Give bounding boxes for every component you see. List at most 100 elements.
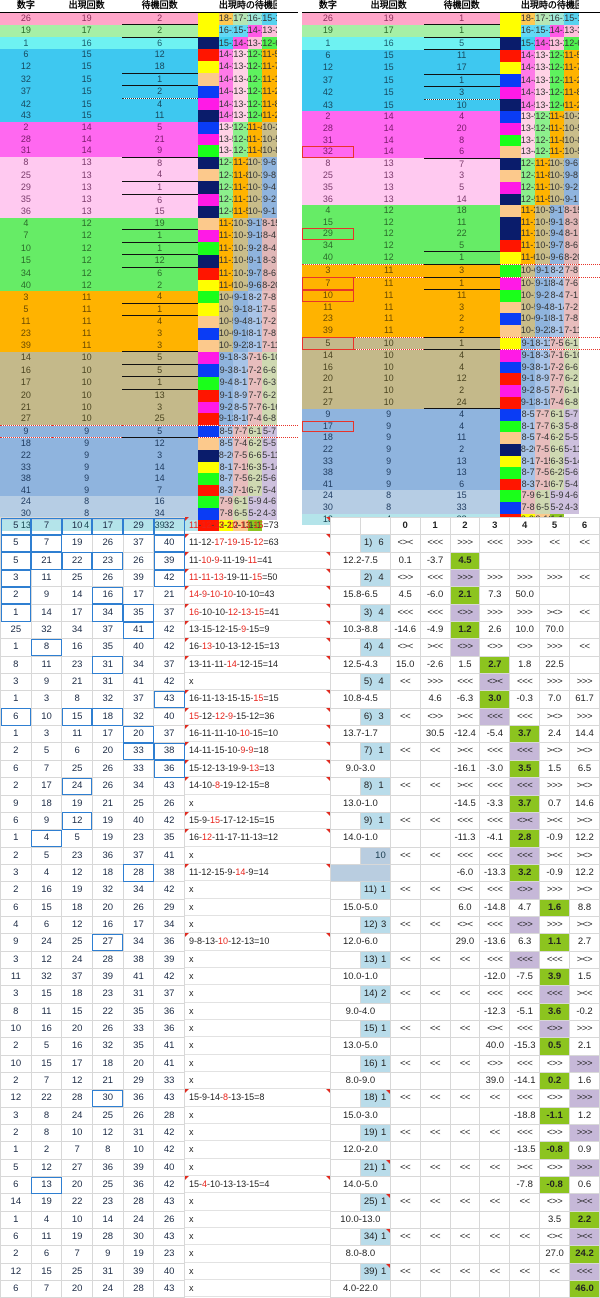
draw-number-cell[interactable]: 33 (122, 1019, 155, 1039)
draw-number-cell[interactable]: 35 (91, 638, 124, 657)
analysis-group-label[interactable]: 19) 1 (359, 1124, 391, 1143)
stat-number[interactable]: 1 (0, 37, 52, 50)
draw-number-cell[interactable]: 9 (30, 673, 63, 692)
draw-number-cell[interactable]: 21 (91, 794, 124, 813)
draw-number-cell[interactable]: 5 (61, 829, 93, 848)
analysis-group-label[interactable]: 18) 1 (359, 1089, 391, 1108)
draw-number-cell[interactable]: 43 (153, 1089, 185, 1108)
draw-number-cell[interactable]: 34 (122, 655, 155, 675)
stat-number[interactable]: 39 (302, 325, 354, 338)
draw-number-cell[interactable]: 27 (61, 1158, 93, 1178)
draw-number-cell[interactable]: 10 (0, 1054, 32, 1074)
draw-number-cell[interactable]: 12 (61, 863, 93, 883)
draw-number-cell[interactable]: 34 (122, 777, 155, 796)
draw-number-cell[interactable]: 17 (91, 725, 124, 744)
draw-number-cell[interactable]: 24 (61, 777, 93, 796)
stat-number[interactable]: 7 (302, 277, 354, 290)
draw-number-cell[interactable]: 32 (30, 967, 63, 987)
draw-number-cell[interactable]: 27 (91, 933, 124, 952)
formula-cell[interactable]: 14-11-15-10-9-9=18 (185, 741, 330, 760)
draw-number-cell[interactable]: 6 (0, 1228, 32, 1247)
draw-number-cell[interactable]: 34 (153, 915, 185, 935)
draw-number-cell[interactable]: 7 (30, 1071, 63, 1091)
stat-number[interactable]: 6 (0, 49, 52, 61)
draw-number-cell[interactable]: 26 (153, 1210, 185, 1230)
stat-number[interactable]: 21 (302, 385, 354, 397)
stat-number[interactable]: 32 (302, 146, 354, 159)
draw-number-cell[interactable]: 21 (61, 673, 93, 692)
draw-number-cell[interactable]: 24 (91, 1280, 124, 1298)
stat-number[interactable]: 41 (0, 484, 52, 497)
draw-number-cell[interactable]: 21 (153, 586, 185, 605)
draw-number-cell[interactable]: 23 (91, 551, 124, 571)
analysis-group-label[interactable]: 1) 6 (359, 534, 391, 553)
draw-number-cell[interactable]: 12 (0, 1262, 32, 1282)
draw-number-cell[interactable]: 41 (153, 1037, 185, 1056)
draw-number-cell[interactable]: 4 (30, 829, 63, 848)
stat-number[interactable]: 33 (302, 455, 354, 468)
draw-number-cell[interactable]: 39 (91, 967, 124, 987)
draw-number-cell[interactable]: 31 (122, 985, 155, 1004)
formula-cell[interactable]: x (185, 1054, 330, 1073)
draw-number-cell[interactable]: 14 (30, 603, 63, 623)
draw-number-cell[interactable]: 20 (91, 898, 124, 917)
draw-number-cell[interactable]: 43 (153, 1280, 185, 1298)
draw-number-cell[interactable]: 38 (122, 950, 155, 969)
formula-cell[interactable]: x (185, 967, 330, 986)
draw-number-cell[interactable]: 19 (91, 829, 124, 848)
draw-number-cell[interactable]: 39 (122, 1262, 155, 1282)
draw-number-cell[interactable]: 26 (122, 1106, 155, 1126)
draw-number-cell[interactable]: 19 (91, 811, 124, 831)
draw-number-cell[interactable]: 17 (122, 586, 155, 605)
stat-number[interactable]: 42 (0, 98, 52, 111)
draw-number-cell[interactable]: 16 (30, 881, 63, 900)
draw-number-cell[interactable]: 10 (61, 516, 93, 536)
draw-number-cell[interactable]: 25 (122, 794, 155, 813)
stat-number[interactable]: 35 (0, 194, 52, 207)
draw-number-cell[interactable]: 15 (61, 1002, 93, 1021)
stat-number[interactable]: 32 (0, 73, 52, 86)
draw-number-cell[interactable]: 21 (91, 1071, 124, 1091)
draw-number-cell[interactable]: 36 (122, 1176, 155, 1195)
stat-number[interactable]: 18 (302, 432, 354, 444)
draw-number-cell[interactable]: 3 (0, 1106, 32, 1126)
formula-cell[interactable]: x (185, 1123, 330, 1142)
draw-number-cell[interactable]: 15 (30, 1054, 63, 1074)
draw-number-cell[interactable]: 12 (61, 811, 93, 831)
draw-number-cell[interactable]: 35 (153, 829, 185, 848)
draw-number-cell[interactable]: 39 (153, 551, 185, 571)
stat-number[interactable]: 41 (302, 478, 354, 491)
draw-number-cell[interactable]: 3 (30, 690, 63, 709)
draw-number-cell[interactable]: 25 (91, 1176, 124, 1195)
draw-number-cell[interactable]: 20 (61, 1176, 93, 1195)
draw-number-cell[interactable]: 41 (122, 621, 155, 640)
stat-number[interactable]: 16 (302, 361, 354, 374)
stat-number[interactable]: 29 (302, 228, 354, 240)
draw-number-cell[interactable]: 20 (61, 1280, 93, 1298)
draw-number-cell[interactable]: 24 (61, 950, 93, 969)
draw-number-cell[interactable]: 38 (153, 863, 185, 883)
stat-number[interactable]: 4 (0, 217, 52, 230)
draw-number-cell[interactable]: 24 (30, 933, 63, 952)
draw-number-cell[interactable]: 43 (153, 777, 185, 796)
draw-number-cell[interactable]: 32 (30, 621, 63, 640)
stat-number[interactable]: 10 (302, 289, 354, 302)
draw-number-cell[interactable]: 5 (30, 1037, 63, 1056)
draw-number-cell[interactable]: 26 (91, 569, 124, 588)
draw-number-cell[interactable]: 7 (30, 534, 63, 553)
draw-number-cell[interactable]: 28 (91, 950, 124, 969)
formula-cell[interactable]: 15-12-13-19-9-13=13 (185, 759, 330, 778)
stat-number[interactable]: 27 (302, 396, 354, 409)
draw-number-cell[interactable]: 42 (153, 881, 185, 900)
draw-number-cell[interactable]: 37 (122, 846, 155, 865)
stat-number[interactable]: 42 (302, 86, 354, 100)
analysis-group-label[interactable]: 4) 4 (359, 638, 391, 657)
draw-number-cell[interactable]: 28 (153, 1106, 185, 1126)
draw-number-cell[interactable]: 39 (153, 950, 185, 969)
draw-number-cell[interactable]: 3 (0, 985, 32, 1004)
draw-number-cell[interactable]: 36 (153, 933, 185, 952)
draw-number-cell[interactable]: 4 (0, 915, 32, 935)
stat-number[interactable]: 9 (0, 425, 52, 438)
draw-number-cell[interactable]: 13 (30, 1176, 63, 1195)
draw-number-cell[interactable]: 2 (0, 1071, 32, 1091)
